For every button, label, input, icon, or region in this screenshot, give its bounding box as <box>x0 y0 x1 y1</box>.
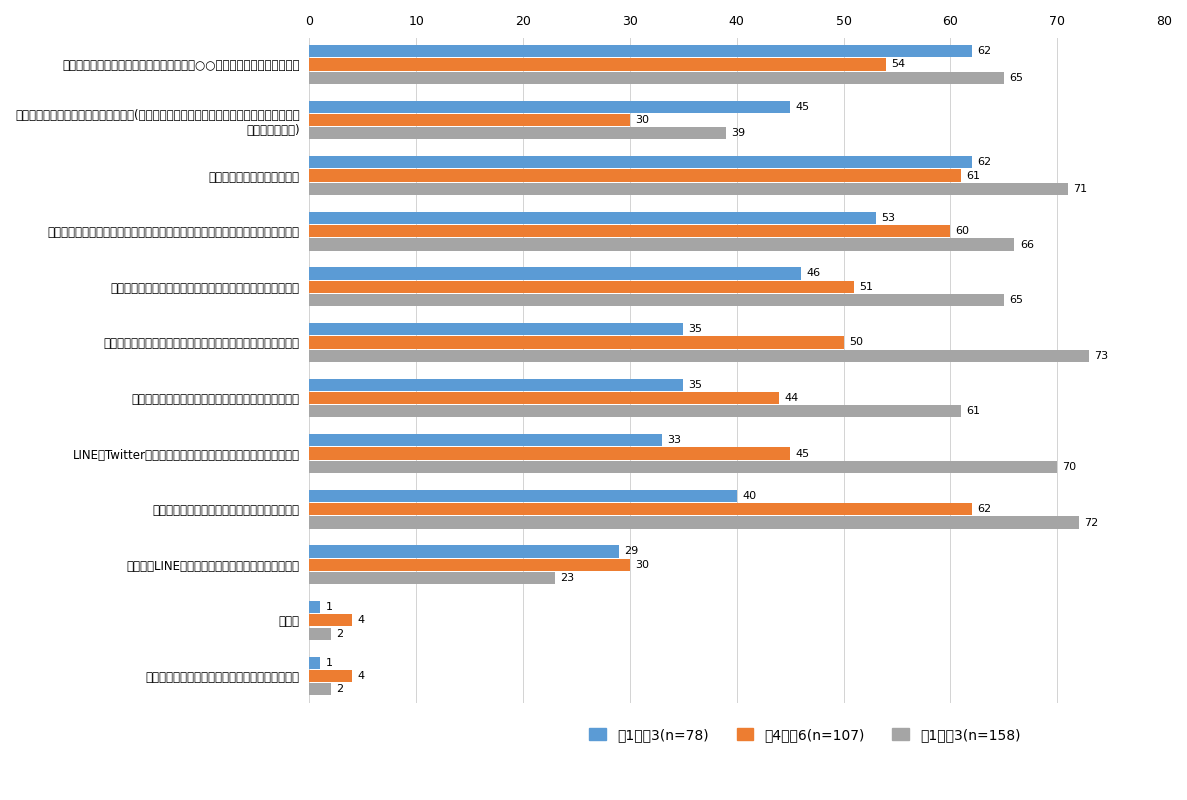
Text: 40: 40 <box>742 491 756 501</box>
Bar <box>310 323 684 335</box>
Bar <box>310 170 961 182</box>
Text: 73: 73 <box>1094 350 1109 361</box>
Bar <box>310 546 620 558</box>
Bar <box>310 572 556 584</box>
Text: 30: 30 <box>635 115 649 125</box>
Text: 39: 39 <box>731 128 745 138</box>
Text: 33: 33 <box>667 435 681 446</box>
Text: 29: 29 <box>624 546 639 557</box>
Bar <box>310 683 331 695</box>
Text: 35: 35 <box>688 380 703 390</box>
Text: 53: 53 <box>881 213 895 223</box>
Text: 4: 4 <box>357 615 364 626</box>
Bar <box>310 558 630 571</box>
Bar <box>310 657 320 669</box>
Bar <box>310 336 844 349</box>
Bar <box>310 628 331 640</box>
Bar <box>310 72 1004 84</box>
Text: 51: 51 <box>859 282 874 292</box>
Text: 62: 62 <box>977 46 991 56</box>
Bar <box>310 127 726 139</box>
Bar <box>310 212 876 224</box>
Bar <box>310 156 972 168</box>
Bar <box>310 183 1068 195</box>
Bar <box>310 58 887 70</box>
Text: 60: 60 <box>956 226 970 236</box>
Bar <box>310 434 662 446</box>
Legend: 小1～小3(n=78), 小4～小6(n=107), 中1～中3(n=158): 小1～小3(n=78), 小4～小6(n=107), 中1～中3(n=158) <box>583 721 1028 749</box>
Bar <box>310 614 353 626</box>
Bar <box>310 225 951 238</box>
Text: 2: 2 <box>336 629 343 638</box>
Bar <box>310 45 972 57</box>
Text: 65: 65 <box>1009 295 1023 305</box>
Text: 65: 65 <box>1009 73 1023 82</box>
Text: 35: 35 <box>688 324 703 334</box>
Text: 1: 1 <box>325 658 332 668</box>
Bar <box>310 267 801 279</box>
Bar <box>310 447 791 460</box>
Bar <box>310 114 630 126</box>
Text: 54: 54 <box>891 59 906 70</box>
Text: 45: 45 <box>795 449 810 458</box>
Text: 66: 66 <box>1020 239 1034 250</box>
Text: 44: 44 <box>785 393 799 403</box>
Bar <box>310 350 1090 362</box>
Bar <box>310 294 1004 306</box>
Bar <box>310 101 791 113</box>
Text: 61: 61 <box>966 406 980 416</box>
Text: 50: 50 <box>849 338 863 347</box>
Bar <box>310 601 320 613</box>
Bar <box>310 670 353 682</box>
Text: 46: 46 <box>806 269 820 278</box>
Text: 72: 72 <box>1084 518 1098 527</box>
Bar <box>310 503 972 515</box>
Bar <box>310 392 780 404</box>
Text: 71: 71 <box>1073 184 1087 194</box>
Text: 4: 4 <box>357 671 364 681</box>
Bar <box>310 378 684 390</box>
Bar <box>310 238 1015 250</box>
Text: 30: 30 <box>635 560 649 570</box>
Bar <box>310 517 1079 529</box>
Text: 23: 23 <box>560 573 575 583</box>
Bar <box>310 461 1058 473</box>
Bar <box>310 281 855 293</box>
Text: 2: 2 <box>336 684 343 694</box>
Text: 45: 45 <box>795 102 810 112</box>
Bar <box>310 490 737 502</box>
Text: 61: 61 <box>966 170 980 181</box>
Text: 62: 62 <box>977 158 991 167</box>
Text: 1: 1 <box>325 602 332 612</box>
Text: 62: 62 <box>977 504 991 514</box>
Text: 70: 70 <box>1062 462 1077 472</box>
Bar <box>310 406 961 418</box>
